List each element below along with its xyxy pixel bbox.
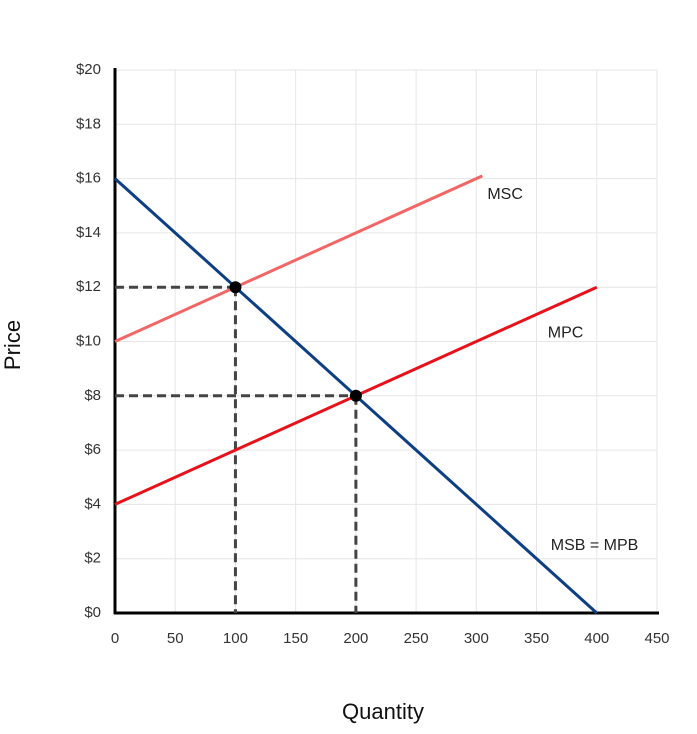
y-tick-label: $6 [84, 441, 101, 458]
curve-label: MPC [548, 324, 584, 341]
curve [114, 174, 483, 343]
y-tick-label: $0 [84, 604, 101, 621]
x-tick-label: 0 [111, 630, 119, 647]
x-tick-label: 350 [524, 630, 549, 647]
x-tick-label: 450 [644, 630, 669, 647]
curve-label: MSC [487, 186, 523, 203]
y-tick-label: $16 [76, 170, 101, 187]
x-tick-label: 250 [404, 630, 429, 647]
y-tick-label: $14 [76, 224, 101, 241]
equilibrium-point [349, 389, 362, 402]
x-tick-label: 100 [223, 630, 248, 647]
x-tick-label: 150 [283, 630, 308, 647]
y-tick-label: $2 [84, 550, 101, 567]
y-tick-label: $10 [76, 332, 101, 349]
y-tick-label: $18 [76, 115, 101, 132]
x-tick-label: 400 [584, 630, 609, 647]
y-axis-title: Price [0, 320, 25, 370]
y-tick-label: $12 [76, 278, 101, 295]
x-axis-title: Quantity [342, 699, 424, 724]
y-tick-label: $4 [84, 495, 101, 512]
y-tick-label: $20 [76, 61, 101, 78]
equilibrium-point [229, 281, 242, 294]
curve-label: MSB = MPB [551, 537, 639, 554]
y-tick-label: $8 [84, 387, 101, 404]
x-tick-label: 200 [343, 630, 368, 647]
x-tick-label: 50 [167, 630, 184, 647]
x-tick-label: 300 [464, 630, 489, 647]
